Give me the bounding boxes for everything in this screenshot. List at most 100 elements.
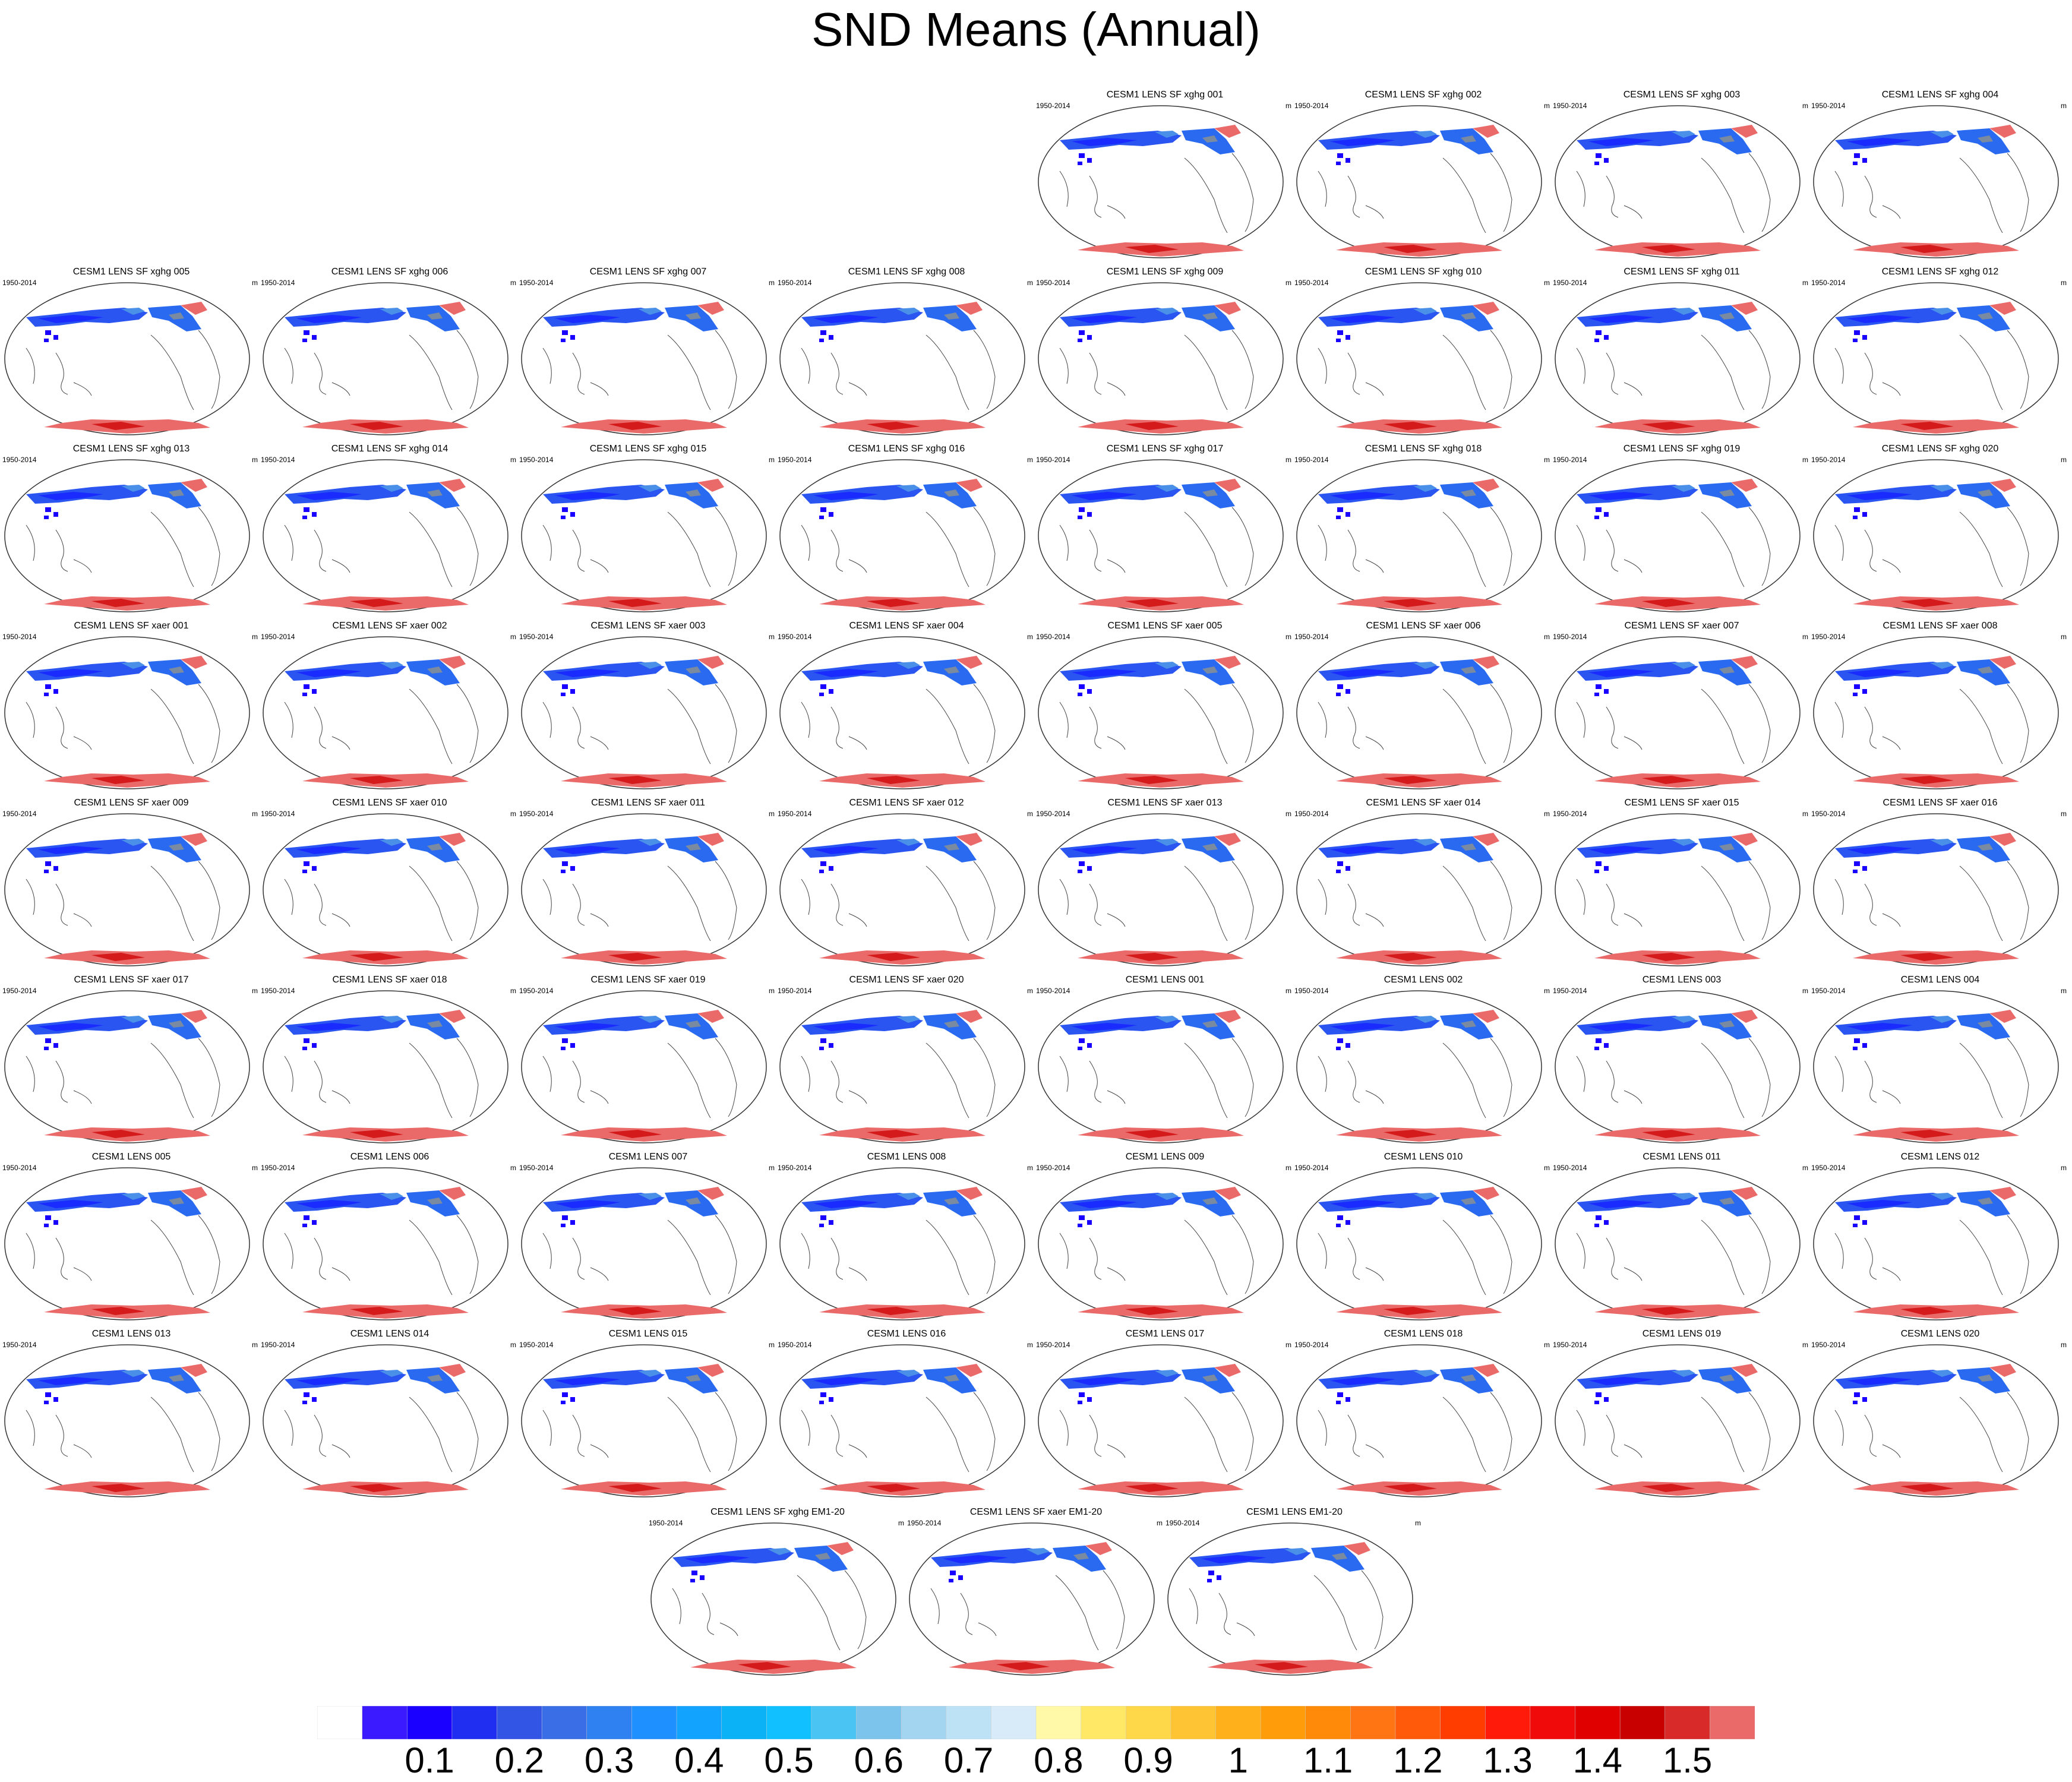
map-panel: CESM1 LENS SF xaer 002 1950-2014 m <box>261 620 519 792</box>
map-panel: CESM1 LENS SF xaer 006 1950-2014 m <box>1294 620 1552 792</box>
panel-title: CESM1 LENS 009 <box>1125 1152 1205 1162</box>
world-map <box>263 813 508 966</box>
map-panel: CESM1 LENS SF xaer 001 1950-2014 m <box>2 620 260 792</box>
map-panel: CESM1 LENS SF xghg 008 1950-2014 m <box>778 266 1035 438</box>
world-map <box>1813 105 2059 258</box>
colorbar-tick-label: 0.2 <box>494 1740 545 1780</box>
panel-title: CESM1 LENS SF xaer 004 <box>849 621 964 631</box>
panel-title: CESM1 LENS SF xghg 006 <box>331 267 448 277</box>
period-label: 1950-2014 <box>907 1519 942 1527</box>
colorbar-swatch <box>1081 1706 1127 1739</box>
period-label: 1950-2014 <box>1553 633 1587 641</box>
units-label: m <box>252 456 258 464</box>
colorbar-swatch <box>1035 1706 1082 1739</box>
world-map <box>1813 1344 2059 1497</box>
units-label: m <box>1802 456 1808 464</box>
map-panel: CESM1 LENS SF xaer 009 1950-2014 m <box>2 797 260 969</box>
units-label: m <box>1802 1164 1808 1172</box>
world-map <box>779 636 1025 789</box>
panel-title: CESM1 LENS SF xghg 011 <box>1624 267 1740 277</box>
world-map <box>1038 636 1284 789</box>
panel-title: CESM1 LENS SF xaer 013 <box>1107 798 1223 808</box>
period-label: 1950-2014 <box>1811 1341 1846 1349</box>
units-label: m <box>1285 810 1291 818</box>
world-map <box>521 1344 767 1497</box>
period-label: 1950-2014 <box>1294 279 1329 287</box>
units-label: m <box>252 1164 258 1172</box>
world-map <box>1813 282 2059 435</box>
panel-title: CESM1 LENS SF xaer EM1-20 <box>969 1507 1103 1517</box>
units-label: m <box>510 1164 516 1172</box>
colorbar-swatch <box>811 1706 857 1739</box>
units-label: m <box>2061 1164 2067 1172</box>
period-label: 1950-2014 <box>261 987 295 995</box>
units-label: m <box>898 1519 904 1527</box>
units-label: m <box>510 456 516 464</box>
panel-title: CESM1 LENS EM1-20 <box>1246 1507 1343 1517</box>
units-label: m <box>1027 1341 1033 1349</box>
world-map <box>1555 459 1801 612</box>
map-panel: CESM1 LENS SF xaer 020 1950-2014 m <box>778 974 1035 1146</box>
map-panel: CESM1 LENS SF xghg 020 1950-2014 m <box>1811 443 2069 615</box>
map-panel: CESM1 LENS 018 1950-2014 m <box>1294 1328 1552 1500</box>
map-panel: CESM1 LENS SF xaer 014 1950-2014 m <box>1294 797 1552 969</box>
period-label: 1950-2014 <box>2 456 37 464</box>
map-panel: CESM1 LENS SF xghg 018 1950-2014 m <box>1294 443 1552 615</box>
panel-title: CESM1 LENS SF xghg 019 <box>1623 444 1741 454</box>
map-panel: CESM1 LENS SF xaer 010 1950-2014 m <box>261 797 519 969</box>
world-map <box>521 990 767 1143</box>
world-map <box>521 459 767 612</box>
colorbar-swatch <box>497 1706 542 1739</box>
colorbar-tick-label: 0.1 <box>405 1740 454 1780</box>
panel-title: CESM1 LENS SF xghg 001 <box>1106 90 1224 100</box>
units-label: m <box>1027 456 1033 464</box>
map-panel: CESM1 LENS SF xaer 015 1950-2014 m <box>1553 797 1811 969</box>
map-panel: CESM1 LENS SF xaer 004 1950-2014 m <box>778 620 1035 792</box>
period-label: 1950-2014 <box>1036 810 1070 818</box>
units-label: m <box>1027 279 1033 287</box>
period-label: 1950-2014 <box>1553 987 1587 995</box>
period-label: 1950-2014 <box>1553 1164 1587 1172</box>
period-label: 1950-2014 <box>778 456 812 464</box>
units-label: m <box>769 810 775 818</box>
colorbar-swatch <box>1126 1706 1171 1739</box>
world-map <box>779 459 1025 612</box>
panel-title: CESM1 LENS SF xaer 015 <box>1624 798 1739 808</box>
period-label: 1950-2014 <box>261 810 295 818</box>
map-panel: CESM1 LENS 004 1950-2014 m <box>1811 974 2069 1146</box>
period-label: 1950-2014 <box>519 810 554 818</box>
map-panel: CESM1 LENS 019 1950-2014 m <box>1553 1328 1811 1500</box>
colorbar-tick-label: 0.3 <box>584 1740 634 1780</box>
panel-title: CESM1 LENS 008 <box>867 1152 946 1162</box>
panel-title: CESM1 LENS SF xaer 014 <box>1366 798 1481 808</box>
panel-title: CESM1 LENS 007 <box>608 1152 688 1162</box>
map-panel: CESM1 LENS SF xghg 019 1950-2014 m <box>1553 443 1811 615</box>
units-label: m <box>252 987 258 995</box>
world-map <box>1038 990 1284 1143</box>
colorbar-swatch <box>1395 1706 1441 1739</box>
world-map <box>4 636 250 789</box>
map-panel: CESM1 LENS SF xaer 011 1950-2014 m <box>519 797 777 969</box>
panel-title: CESM1 LENS SF xaer 016 <box>1883 798 1998 808</box>
units-label: m <box>1285 102 1291 110</box>
panel-title: CESM1 LENS 001 <box>1125 975 1205 985</box>
map-panel: CESM1 LENS SF xaer 019 1950-2014 m <box>519 974 777 1146</box>
panel-title: CESM1 LENS 013 <box>91 1329 171 1339</box>
units-label: m <box>1544 1164 1550 1172</box>
world-map <box>1813 459 2059 612</box>
world-map <box>1296 459 1542 612</box>
map-panel: CESM1 LENS SF xghg 002 1950-2014 m <box>1294 89 1552 261</box>
units-label: m <box>769 633 775 641</box>
map-panel: CESM1 LENS 003 1950-2014 m <box>1553 974 1811 1146</box>
units-label: m <box>510 810 516 818</box>
world-map <box>521 813 767 966</box>
period-label: 1950-2014 <box>519 987 554 995</box>
colorbar-swatch <box>1170 1706 1217 1739</box>
world-map <box>909 1522 1155 1676</box>
colorbar-swatch <box>586 1706 633 1739</box>
world-map <box>1296 636 1542 789</box>
units-label: m <box>1285 1341 1291 1349</box>
map-panel: CESM1 LENS SF xghg 015 1950-2014 m <box>519 443 777 615</box>
panel-title: CESM1 LENS SF xghg 014 <box>331 444 448 454</box>
panel-title: CESM1 LENS SF xghg 007 <box>589 267 707 277</box>
